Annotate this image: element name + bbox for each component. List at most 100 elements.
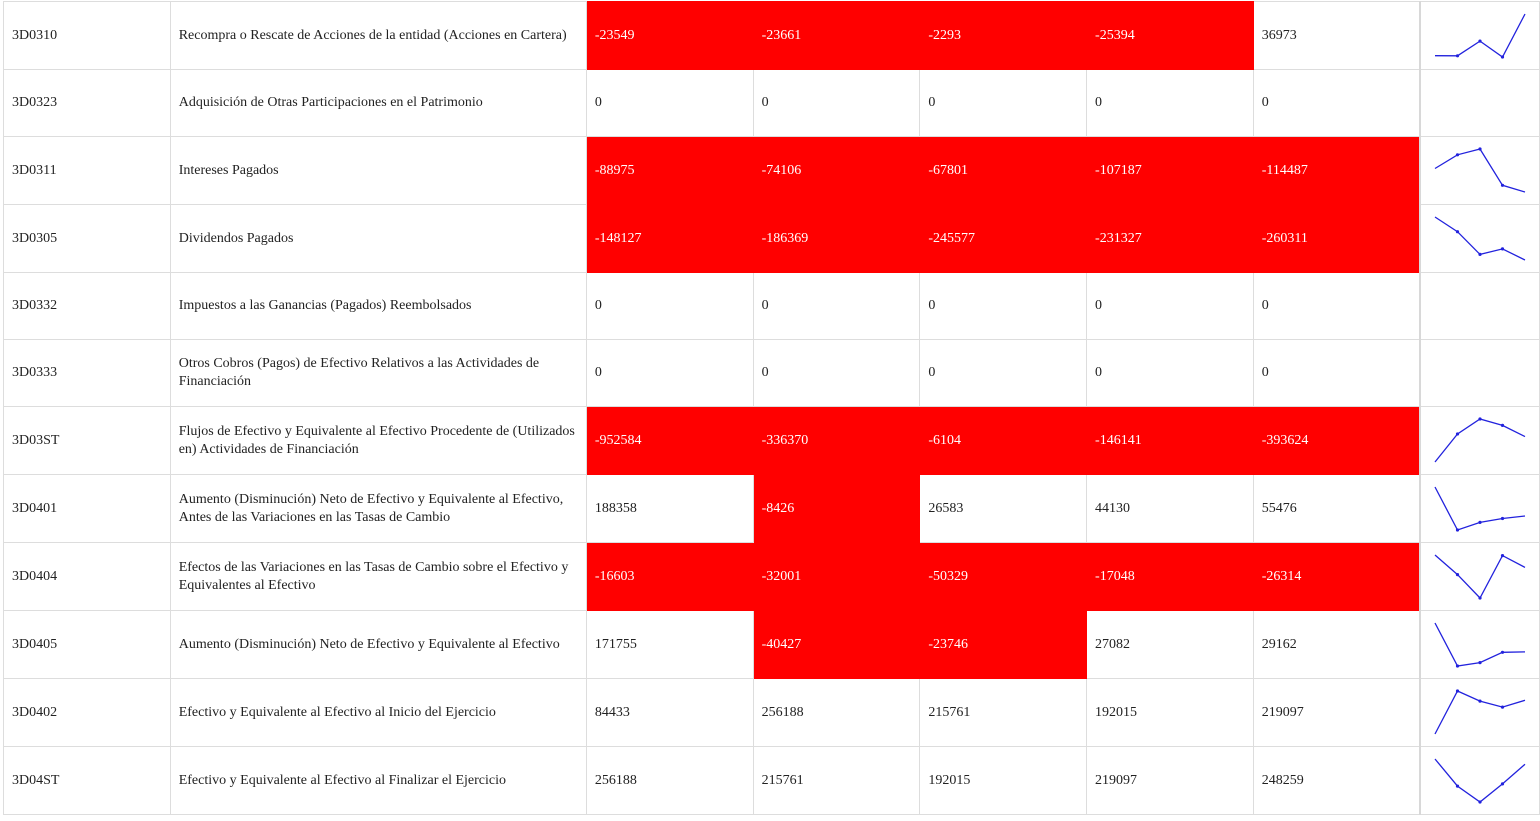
sparkline-point (1478, 800, 1482, 804)
sparkline-line (1434, 418, 1526, 463)
value-cell: -16603 (585, 542, 754, 611)
sparkline-line (1434, 554, 1526, 600)
value-cell: -25394 (1086, 1, 1254, 70)
value-cell: 215761 (752, 746, 921, 815)
row-code: 3D0332 (3, 272, 171, 340)
row-label: Adquisición de Otras Participaciones en … (169, 69, 587, 137)
sparkline-point (1500, 423, 1505, 427)
row-label: Impuestos a las Ganancias (Pagados) Reem… (169, 272, 587, 340)
value-cell: 0 (1086, 339, 1254, 407)
value-cell: -245577 (919, 204, 1088, 273)
sparkline (1434, 622, 1525, 668)
value-cell: -67801 (919, 136, 1088, 205)
sparkline-cell (1418, 1, 1540, 70)
value-cell: -148127 (585, 204, 754, 273)
row-code: 3D0311 (3, 136, 171, 205)
sparkline-point (1478, 417, 1482, 421)
row-code: 3D0401 (3, 474, 171, 543)
value-cell: -231327 (1086, 204, 1254, 273)
value-cell: -40427 (752, 610, 921, 679)
row-code: 3D0404 (3, 542, 171, 611)
value-cell: 248259 (1252, 746, 1421, 815)
sparkline-point (1500, 247, 1505, 251)
sparkline-cell (1418, 69, 1540, 137)
value-cell: -88975 (585, 136, 754, 205)
table-row: 3D0404 Efectos de las Variaciones en las … (3, 542, 1540, 611)
table-row: 3D0323 Adquisición de Otras Participacion… (3, 69, 1540, 137)
sparkline-line (1434, 690, 1526, 735)
sparkline-point (1455, 54, 1460, 58)
row-code: 3D03ST (3, 406, 171, 475)
value-cell: 256188 (585, 746, 754, 815)
sparkline (1434, 216, 1526, 261)
value-cell: 0 (1086, 69, 1254, 137)
row-label: Intereses Pagados (169, 136, 587, 205)
sparkline-line (1434, 148, 1526, 193)
value-cell: -23661 (752, 1, 921, 70)
sparkline-point (1455, 230, 1460, 234)
sparkline (1434, 689, 1526, 735)
value-cell: 26583 (919, 474, 1088, 543)
value-cell: -23549 (585, 1, 754, 70)
sparkline-cell (1418, 542, 1540, 611)
value-cell: -26314 (1252, 542, 1421, 611)
sparkline-point (1478, 699, 1482, 703)
sparkline-point (1500, 183, 1505, 187)
value-cell: 0 (585, 339, 754, 407)
sparkline (1434, 13, 1526, 59)
value-cell: 0 (919, 272, 1088, 340)
value-cell: -32001 (752, 542, 921, 611)
sparkline-cell (1418, 678, 1540, 747)
financial-data-table: 3D0310 Recompra o Rescate de Acciones de … (3, 1, 1540, 815)
row-label: Flujos de Efectivo y Equivalente al Efec… (169, 406, 587, 475)
value-cell: -2293 (919, 1, 1088, 70)
sparkline (1434, 554, 1526, 600)
value-cell: 192015 (1086, 678, 1254, 747)
sparkline-line (1434, 622, 1525, 667)
sparkline (1434, 758, 1526, 804)
row-label: Efectivo y Equivalente al Efectivo al Fi… (169, 746, 587, 815)
sparkline (1434, 486, 1526, 532)
row-label: Aumento (Disminución) Neto de Efectivo y… (169, 474, 587, 543)
sparkline-point (1478, 661, 1482, 665)
value-cell: 219097 (1086, 746, 1254, 815)
value-cell: -23746 (919, 610, 1088, 679)
value-cell: 0 (1252, 272, 1421, 340)
sparkline-cell (1418, 746, 1540, 815)
sparkline-point (1455, 528, 1460, 532)
value-cell: -17048 (1086, 542, 1254, 611)
table-row: 3D04ST Efectivo y Equivalente al Efectivo… (3, 746, 1540, 815)
value-cell: 215761 (919, 678, 1088, 747)
value-cell: -50329 (919, 542, 1088, 611)
value-cell: 192015 (919, 746, 1088, 815)
sparkline-point (1478, 252, 1482, 256)
value-cell: -186369 (752, 204, 921, 273)
sparkline-cell (1418, 474, 1540, 543)
value-cell: 0 (585, 272, 754, 340)
table-row: 3D03ST Flujos de Efectivo y Equivalente a… (3, 406, 1540, 475)
value-cell: 0 (752, 272, 921, 340)
value-cell: -74106 (752, 136, 921, 205)
value-cell: 27082 (1086, 610, 1254, 679)
value-cell: 55476 (1252, 474, 1421, 543)
table-row: 3D0311 Intereses Pagados -88975 -74106 -6780… (3, 136, 1540, 205)
value-cell: -146141 (1086, 406, 1254, 475)
row-label: Efectos de las Variaciones en las Tasas … (169, 542, 587, 611)
sparkline-line (1434, 758, 1526, 803)
value-cell: -114487 (1252, 136, 1421, 205)
value-cell: -260311 (1252, 204, 1421, 273)
row-code: 3D0405 (3, 610, 171, 679)
value-cell: 29162 (1252, 610, 1421, 679)
sparkline-line (1434, 13, 1526, 58)
row-code: 3D0310 (3, 1, 171, 70)
row-label: Efectivo y Equivalente al Efectivo al In… (169, 678, 587, 747)
table-row: 3D0401 Aumento (Disminución) Neto de Efec… (3, 474, 1540, 543)
sparkline-cell (1418, 610, 1540, 679)
sparkline (1434, 147, 1526, 193)
sparkline-cell (1418, 406, 1540, 475)
value-cell: -8426 (752, 474, 921, 543)
sparkline-cell (1418, 136, 1540, 205)
row-code: 3D0323 (3, 69, 171, 137)
value-cell: 44130 (1086, 474, 1254, 543)
table-row: 3D0402 Efectivo y Equivalente al Efectivo… (3, 678, 1540, 747)
